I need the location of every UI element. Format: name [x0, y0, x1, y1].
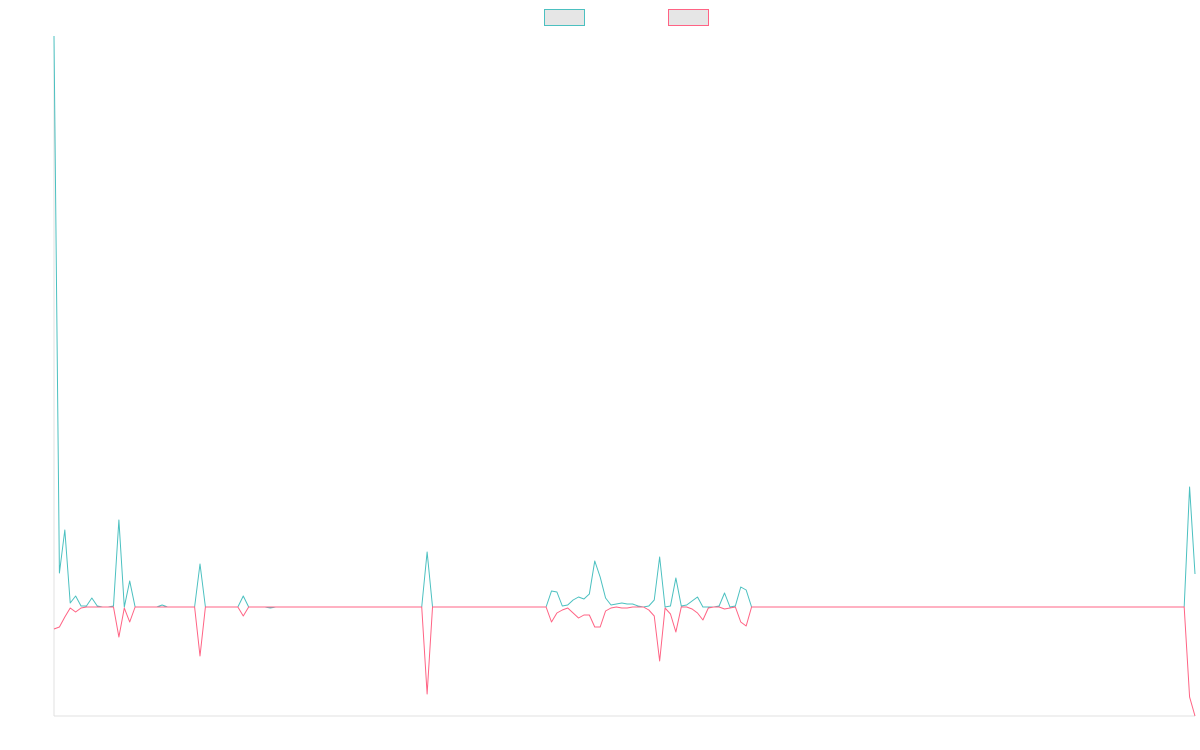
series-line	[53, 35, 1196, 609]
legend-swatch	[544, 9, 585, 26]
series-line	[53, 606, 1196, 717]
legend-swatch	[668, 9, 709, 26]
